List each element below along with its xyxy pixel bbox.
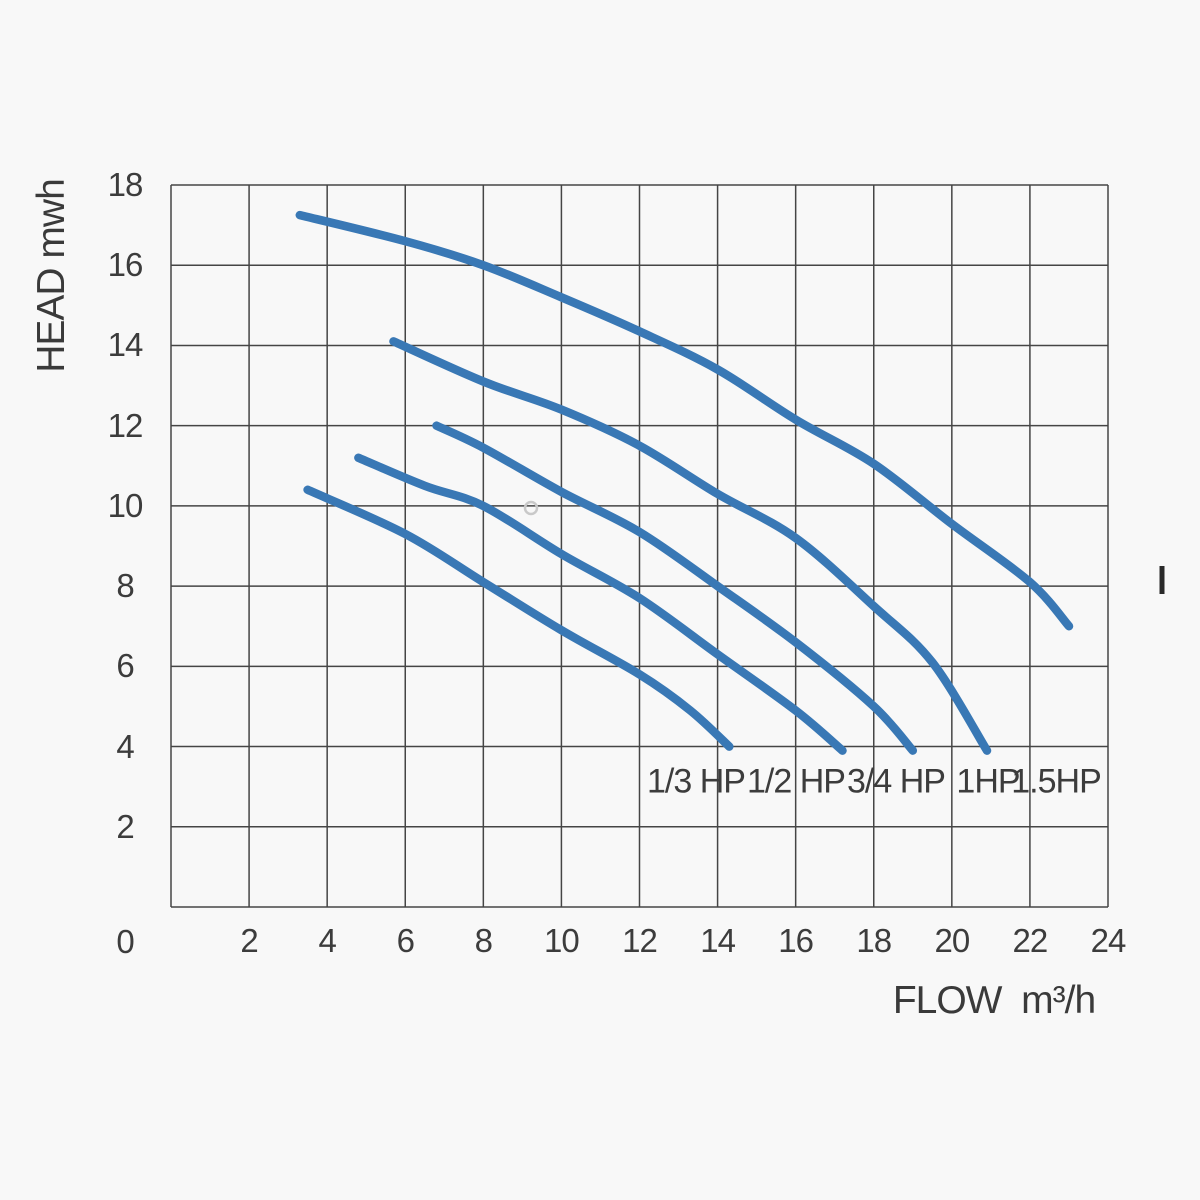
x-tick-label: 6 [396, 922, 415, 959]
y-tick-label: 14 [107, 326, 144, 364]
x-tick-label: 16 [778, 922, 814, 959]
x-tick-label: 10 [544, 922, 580, 959]
x-tick-label: 14 [700, 922, 736, 959]
y-tick-label: 8 [116, 567, 134, 605]
y-axis-title: HEAD mwh [30, 179, 73, 373]
curve-3-4-HP [432, 421, 918, 755]
x-tick-label: 12 [622, 922, 658, 959]
series-label-3-4-HP: 3/4 HP [847, 762, 946, 801]
y-tick-label: 2 [116, 807, 134, 845]
y-tick-label: 12 [107, 406, 144, 444]
series-label-1-5HP: 1.5HP [1011, 762, 1101, 801]
y-tick-label: 4 [116, 727, 134, 765]
y-tick-label: 6 [116, 647, 134, 685]
x-tick-label: 20 [934, 922, 970, 959]
series-label-1HP: 1HP [956, 762, 1020, 801]
y-tick-label: 16 [107, 246, 144, 284]
x-tick-label: 22 [1012, 922, 1049, 959]
curve-1-3-HP [303, 485, 734, 751]
faint-dot-artifact [523, 500, 539, 516]
x-tick-label: 8 [474, 922, 493, 959]
series-label-1-2-HP: 1/2 HP [747, 762, 846, 801]
y-tick-label: 18 [107, 166, 144, 203]
series-label-1-3-HP: 1/3 HP [647, 762, 746, 801]
origin-tick-label: 0 [116, 923, 134, 960]
x-tick-label: 24 [1090, 922, 1127, 959]
x-tick-label: 2 [240, 922, 258, 959]
curve-1-2-HP [354, 453, 847, 755]
y-tick-label: 10 [107, 486, 144, 524]
curve-1-5HP [295, 210, 1074, 631]
x-tick-label: 4 [318, 922, 336, 959]
curve-1HP [389, 337, 992, 755]
x-tick-label: 18 [856, 922, 892, 959]
x-axis-title: FLOW m³/h [892, 979, 1096, 1022]
